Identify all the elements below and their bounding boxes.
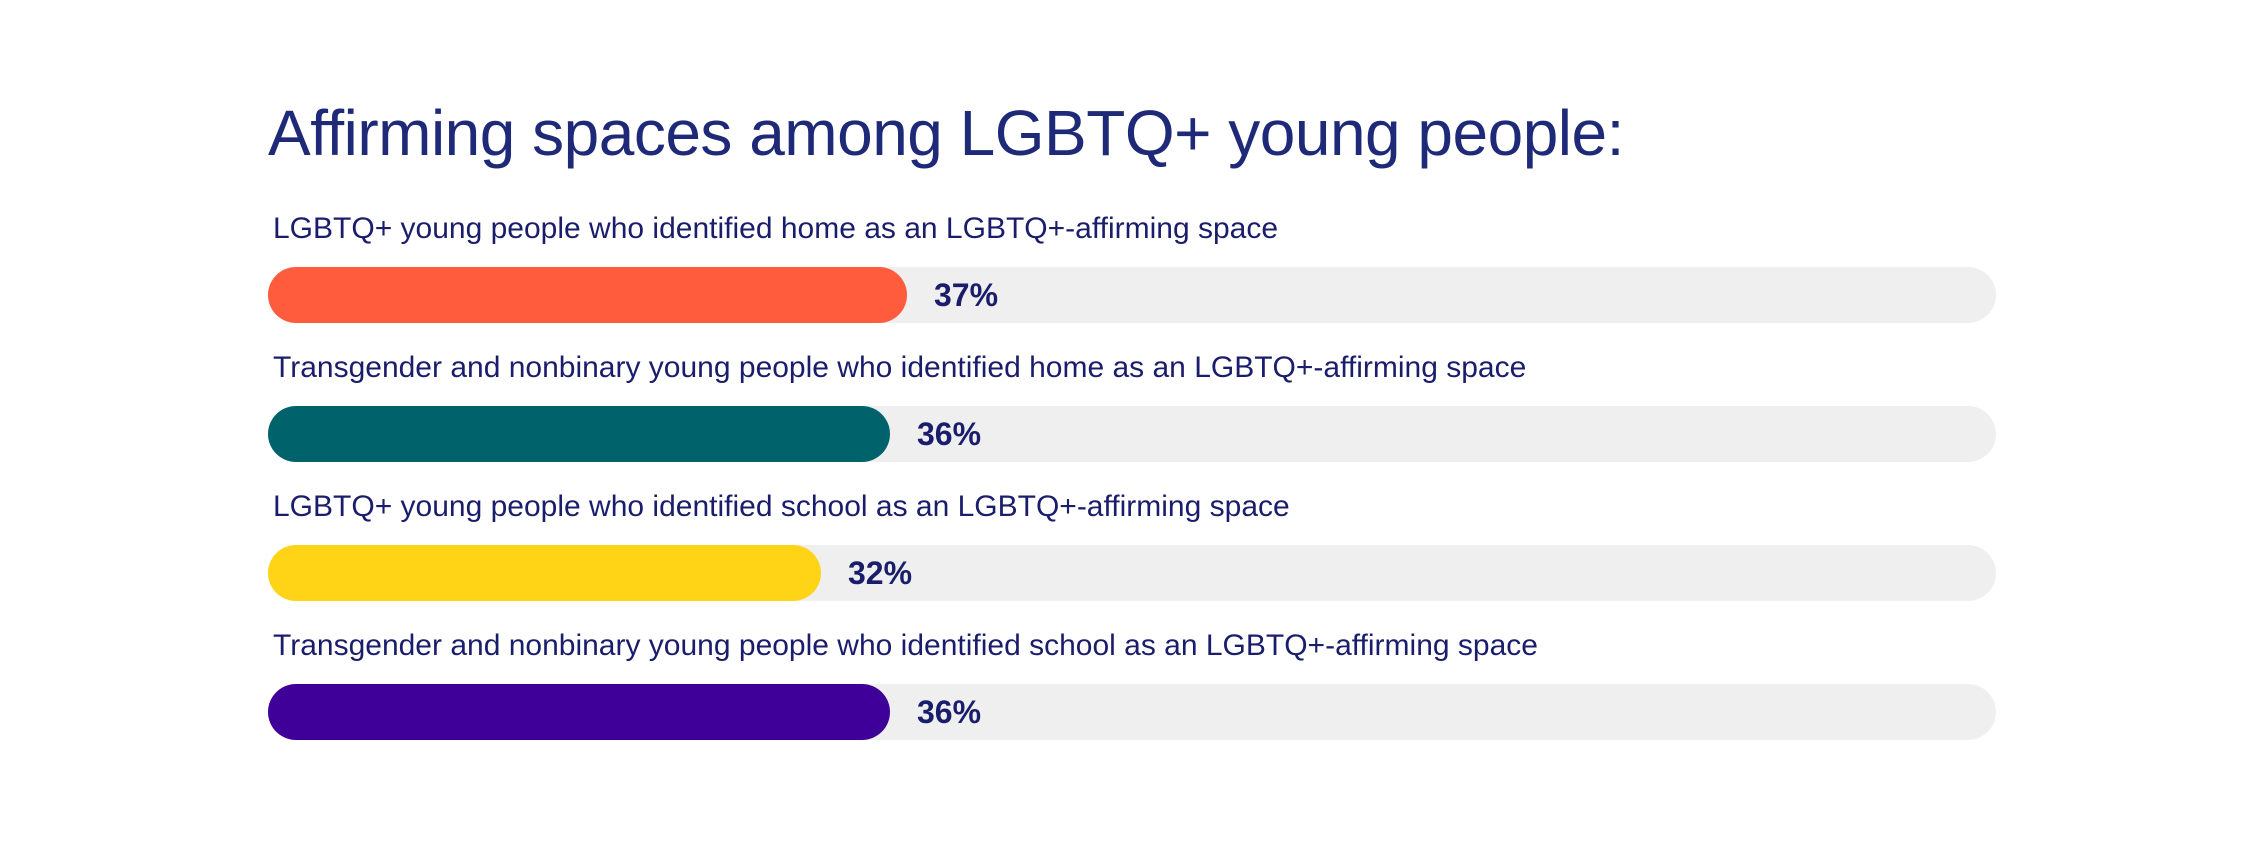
bar bbox=[268, 545, 821, 601]
bar-track: 36% bbox=[268, 684, 1996, 740]
bar-row: Transgender and nonbinary young people w… bbox=[268, 351, 1996, 462]
bar bbox=[268, 406, 890, 462]
bar-label: Transgender and nonbinary young people w… bbox=[273, 629, 1538, 662]
bar bbox=[268, 684, 890, 740]
bar-value-label: 37% bbox=[934, 277, 999, 313]
bar bbox=[268, 267, 907, 323]
bar-label: LGBTQ+ young people who identified home … bbox=[273, 212, 1279, 245]
bar-track: 37% bbox=[268, 267, 1996, 323]
bar-track: 32% bbox=[268, 545, 1996, 601]
bar-label: LGBTQ+ young people who identified schoo… bbox=[273, 490, 1290, 523]
bar-row: LGBTQ+ young people who identified schoo… bbox=[268, 490, 1996, 601]
bar-row: Transgender and nonbinary young people w… bbox=[268, 629, 1996, 740]
chart-title: Affirming spaces among LGBTQ+ young peop… bbox=[268, 97, 1624, 169]
bar-value-label: 36% bbox=[917, 416, 982, 452]
bar-value-label: 36% bbox=[917, 694, 982, 730]
bar-value-label: 32% bbox=[848, 555, 913, 591]
bar-label: Transgender and nonbinary young people w… bbox=[273, 351, 1527, 384]
bar-track: 36% bbox=[268, 406, 1996, 462]
bar-row: LGBTQ+ young people who identified home … bbox=[268, 212, 1996, 323]
